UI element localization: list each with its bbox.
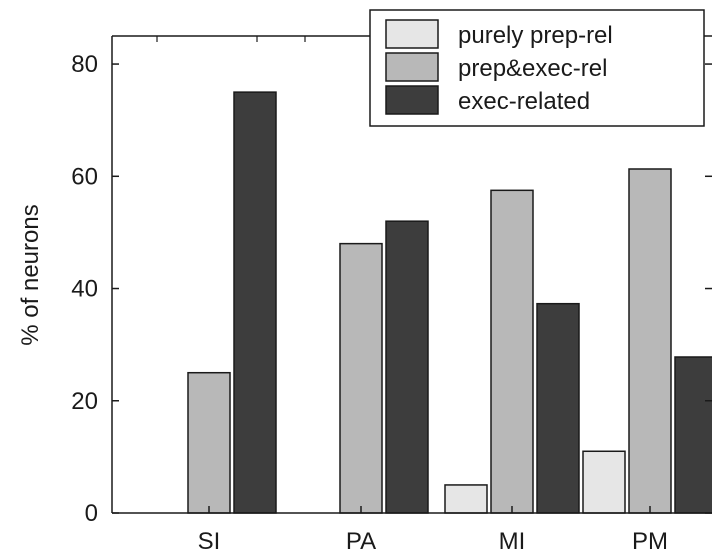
bar-pm-series-2 bbox=[628, 168, 672, 514]
y-tick-label: 20 bbox=[71, 388, 98, 415]
bar-mi-series-2 bbox=[490, 189, 534, 514]
axes: 0 20 40 60 80 SI PA MI PM bbox=[71, 35, 712, 555]
legend-label-series-2: prep&exec-rel bbox=[458, 55, 607, 82]
bar-si-series-3 bbox=[233, 91, 277, 514]
y-tick-label: 0 bbox=[85, 500, 98, 527]
legend-swatch-series-3 bbox=[385, 85, 439, 115]
plot-area bbox=[187, 91, 712, 514]
x-tick-label-mi: MI bbox=[499, 528, 526, 555]
y-tick-label: 80 bbox=[71, 51, 98, 78]
legend-swatch-series-2 bbox=[385, 52, 439, 82]
legend-label-series-1: purely prep-rel bbox=[458, 22, 613, 49]
bar-mi-series-3 bbox=[536, 302, 580, 514]
bar-pa-series-3 bbox=[385, 220, 429, 514]
legend-swatch-series-1 bbox=[385, 19, 439, 49]
bar-pm-series-1 bbox=[582, 450, 626, 514]
legend-label-series-3: exec-related bbox=[458, 88, 590, 115]
x-tick-label-pm: PM bbox=[632, 528, 668, 555]
x-tick-label-pa: PA bbox=[346, 528, 376, 555]
bar-pm-series-3 bbox=[674, 356, 712, 514]
bar-si-series-2 bbox=[187, 371, 231, 514]
y-tick-label: 60 bbox=[71, 163, 98, 190]
y-tick-label: 40 bbox=[71, 276, 98, 303]
bar-pa-series-2 bbox=[339, 242, 383, 514]
bar-mi-series-1 bbox=[444, 484, 488, 514]
legend: purely prep-rel prep&exec-rel exec-related bbox=[369, 9, 705, 127]
x-tick-label-si: SI bbox=[198, 528, 221, 555]
y-axis-title: % of neurons bbox=[17, 204, 44, 345]
